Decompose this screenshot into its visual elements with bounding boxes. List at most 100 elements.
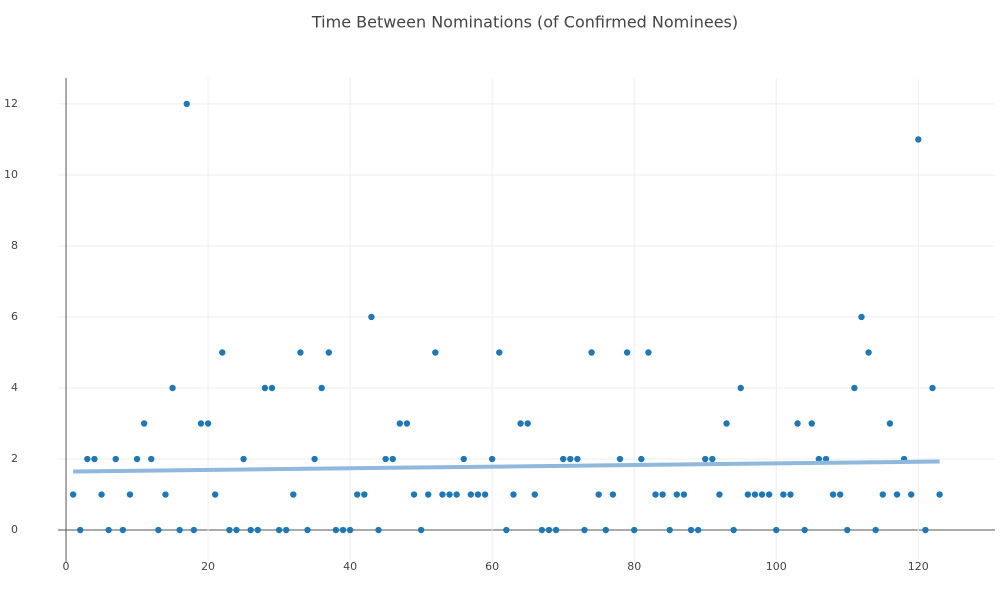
- point: [680, 491, 688, 498]
- point: [865, 349, 872, 356]
- x-tick-label: 0: [63, 560, 70, 573]
- point: [524, 420, 531, 427]
- y-tick-label: 8: [11, 239, 18, 252]
- point: [318, 384, 325, 392]
- point: [858, 313, 865, 321]
- point: [211, 491, 219, 498]
- point: [69, 491, 77, 498]
- point: [467, 491, 475, 498]
- point: [702, 455, 709, 463]
- point: [510, 491, 517, 498]
- point: [410, 491, 418, 498]
- point: [261, 384, 269, 392]
- point: [638, 455, 645, 463]
- point: [744, 491, 752, 498]
- point: [84, 455, 91, 463]
- point: [247, 526, 254, 534]
- point: [197, 420, 205, 427]
- point: [325, 349, 333, 356]
- point: [602, 526, 609, 534]
- x-tick-label: 100: [766, 560, 787, 573]
- point: [460, 455, 467, 463]
- point: [339, 526, 347, 534]
- point: [907, 491, 915, 498]
- point: [403, 420, 411, 427]
- point: [545, 526, 553, 534]
- point: [893, 491, 901, 498]
- y-tick-label: 2: [11, 452, 18, 465]
- point: [574, 455, 581, 463]
- point: [439, 491, 446, 498]
- point: [496, 349, 503, 356]
- point: [268, 384, 276, 392]
- point: [567, 455, 574, 463]
- point: [929, 384, 936, 392]
- point: [538, 526, 546, 534]
- point: [936, 491, 943, 498]
- x-tick-label: 40: [343, 560, 357, 573]
- point: [389, 455, 396, 463]
- y-tick-label: 10: [4, 168, 18, 181]
- y-tick-label: 4: [11, 381, 18, 394]
- point: [922, 526, 929, 534]
- point: [645, 349, 652, 356]
- point: [559, 455, 567, 463]
- point: [233, 526, 240, 534]
- point: [794, 420, 801, 427]
- point: [311, 455, 318, 463]
- point: [382, 455, 389, 463]
- point: [673, 491, 681, 498]
- point: [474, 491, 482, 498]
- point: [432, 349, 439, 356]
- point: [716, 491, 723, 498]
- point: [872, 526, 879, 534]
- point: [595, 491, 602, 498]
- x-tick-label: 120: [908, 560, 929, 573]
- point: [751, 491, 759, 498]
- point: [98, 491, 105, 498]
- point: [240, 455, 247, 463]
- point: [453, 491, 460, 498]
- point: [503, 526, 510, 534]
- point: [254, 526, 261, 534]
- point: [204, 420, 212, 427]
- point: [815, 455, 823, 463]
- point: [879, 491, 886, 498]
- point: [119, 526, 127, 534]
- point: [844, 526, 851, 534]
- point: [531, 491, 538, 498]
- point: [133, 455, 141, 463]
- point: [730, 526, 737, 534]
- point: [829, 491, 837, 498]
- point: [162, 491, 169, 498]
- point: [773, 526, 780, 534]
- point: [481, 491, 489, 498]
- point: [275, 526, 283, 534]
- point: [758, 491, 766, 498]
- point: [77, 526, 84, 534]
- point: [169, 384, 176, 392]
- point: [609, 491, 617, 498]
- point: [176, 526, 183, 534]
- y-tick-label: 6: [11, 310, 18, 323]
- point: [290, 491, 297, 498]
- y-tick-label: 0: [11, 523, 18, 536]
- point: [105, 526, 112, 534]
- chart-title: Time Between Nominations (of Confirmed N…: [311, 13, 738, 32]
- point: [91, 455, 98, 463]
- point: [517, 420, 524, 427]
- point: [155, 526, 162, 534]
- point: [765, 491, 773, 498]
- point: [822, 455, 830, 463]
- point: [183, 100, 190, 108]
- x-tick-label: 60: [485, 560, 499, 573]
- y-tick-label: 12: [4, 97, 18, 110]
- point: [219, 349, 226, 356]
- point: [425, 491, 432, 498]
- point: [787, 491, 794, 498]
- point: [659, 491, 666, 498]
- point: [332, 526, 340, 534]
- point: [623, 349, 631, 356]
- point: [112, 455, 119, 463]
